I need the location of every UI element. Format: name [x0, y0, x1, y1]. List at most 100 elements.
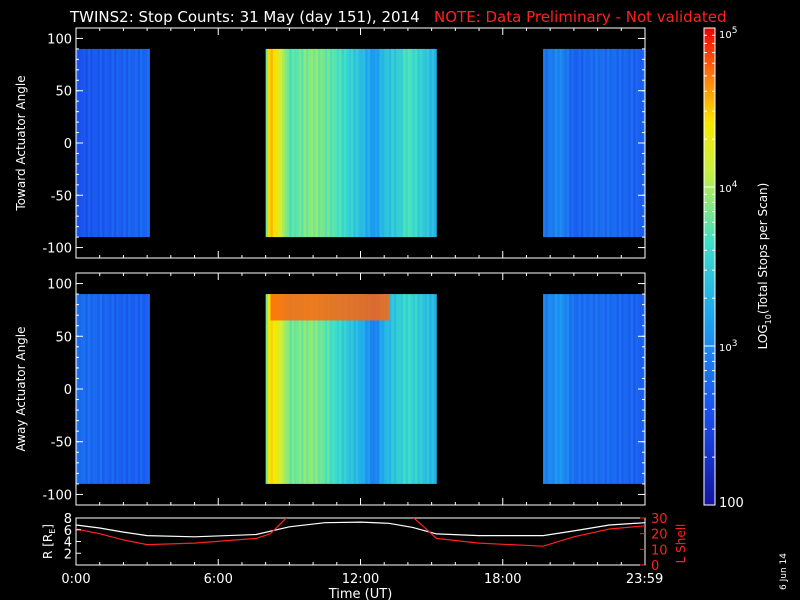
heatmap-column — [277, 294, 281, 484]
y-tick-label: -50 — [51, 436, 72, 451]
heatmap-column — [92, 294, 96, 484]
heatmap-column — [595, 294, 598, 484]
heatmap-column — [355, 294, 359, 484]
heatmap-column — [97, 48, 101, 238]
heatmap-column — [113, 48, 117, 238]
heatmap-column — [434, 294, 437, 484]
heatmap-column — [104, 48, 108, 238]
heatmap-column — [388, 48, 392, 238]
heatmap-column — [635, 294, 639, 484]
heatmap-column — [407, 48, 411, 238]
heatmap-column — [419, 294, 423, 484]
heatmap-column — [571, 48, 575, 238]
left-y-tick-label: 2 — [64, 547, 72, 562]
heatmap-column — [422, 48, 425, 238]
radius-line — [76, 521, 645, 538]
heatmap-column — [396, 48, 399, 238]
heatmap-column — [289, 48, 293, 238]
x-axis-label: Time (UT) — [328, 587, 393, 600]
heatmap-column — [118, 294, 122, 484]
heatmap-column — [268, 48, 271, 238]
heatmap-column — [317, 48, 321, 238]
heatmap-column — [287, 48, 290, 238]
heatmap-column — [557, 48, 561, 238]
heatmap-column — [284, 48, 288, 238]
colorbar-tick-label: 103 — [719, 339, 737, 354]
heatmap-column — [113, 294, 117, 484]
heatmap-column — [424, 48, 428, 238]
heatmap-column — [265, 48, 269, 238]
heatmap-column — [324, 48, 328, 238]
heatmap-column — [552, 48, 556, 238]
heatmap-column — [360, 48, 364, 238]
heatmap-column — [104, 294, 108, 484]
heatmap-column — [277, 48, 281, 238]
heatmap-column — [403, 294, 406, 484]
heatmap-column — [588, 48, 591, 238]
heatmap-column — [611, 48, 615, 238]
left-axis-label: R [RE] — [41, 524, 57, 559]
heatmap-column — [365, 48, 369, 238]
heatmap-column — [609, 48, 613, 238]
heatmap-column — [607, 48, 610, 238]
x-tick-label: 0:00 — [61, 572, 90, 587]
heatmap-column — [272, 48, 276, 238]
x-tick-label: 6:00 — [204, 572, 233, 587]
heatmap-column — [341, 48, 345, 238]
heatmap-column — [329, 294, 333, 484]
heatmap-column — [547, 48, 551, 238]
heatmap-column — [324, 294, 328, 484]
heatmap-column — [434, 48, 437, 238]
y-axis-label: Away Actuator Angle — [14, 326, 28, 451]
heatmap-column — [597, 48, 601, 238]
heatmap-column — [135, 294, 139, 484]
heatmap-column — [398, 294, 402, 484]
heatmap-column — [123, 294, 127, 484]
heatmap-column — [543, 294, 546, 484]
heatmap-column — [279, 294, 283, 484]
heatmap-column — [602, 294, 606, 484]
heatmap-column — [298, 48, 302, 238]
heatmap-column — [315, 48, 319, 238]
heatmap-column — [275, 48, 278, 238]
heatmap-column — [341, 294, 345, 484]
heatmap-column — [317, 294, 321, 484]
right-y-tick-label: 20 — [651, 528, 668, 543]
heatmap-column — [616, 294, 620, 484]
heatmap-column — [305, 294, 309, 484]
heatmap-column — [550, 294, 553, 484]
heatmap-column — [94, 48, 98, 238]
heatmap-column — [381, 48, 385, 238]
heatmap-column — [604, 294, 608, 484]
heatmap-column — [137, 48, 141, 238]
heatmap-column — [367, 294, 371, 484]
heatmap-column — [618, 48, 622, 238]
heatmap-column — [592, 48, 596, 238]
heatmap-column — [559, 294, 563, 484]
heatmap-column — [405, 48, 409, 238]
heatmap-column — [334, 294, 338, 484]
heatmap-column — [379, 48, 383, 238]
heatmap-column — [633, 48, 636, 238]
heatmap-column — [270, 294, 274, 484]
heatmap-column — [611, 294, 615, 484]
left-y-tick-label: 8 — [64, 512, 72, 527]
heatmap-column — [588, 294, 591, 484]
heatmap-column — [109, 294, 112, 484]
y-tick-label: -100 — [42, 488, 72, 503]
y-tick-label: -50 — [51, 189, 72, 204]
heatmap-column — [130, 294, 134, 484]
heatmap-column — [327, 48, 331, 238]
colorbar-tick-label: 100 — [719, 496, 744, 511]
heatmap-column — [599, 294, 603, 484]
away-heatmap-panel: 100 50 0 -50 -100 Away Actuator Angle — [14, 272, 646, 506]
heatmap-column — [125, 48, 129, 238]
heatmap-column — [287, 294, 290, 484]
heatmap-column — [552, 294, 556, 484]
heatmap-column — [111, 294, 115, 484]
heatmap-column — [142, 48, 146, 238]
heatmap-column — [431, 48, 435, 238]
heatmap-column — [592, 294, 596, 484]
heatmap-column — [334, 48, 338, 238]
